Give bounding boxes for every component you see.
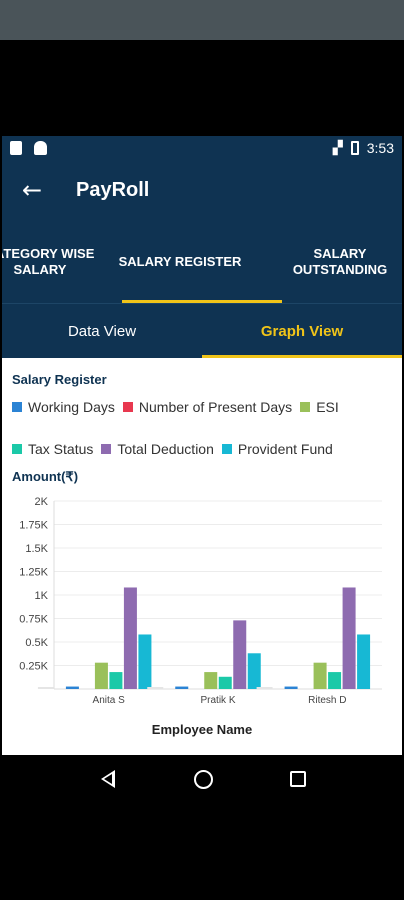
bar	[247, 653, 261, 689]
status-time: 3:53	[366, 140, 394, 156]
legend-swatch	[12, 402, 22, 412]
view-tabs: Data View Graph View	[2, 303, 402, 358]
x-axis-title: Employee Name	[151, 722, 253, 737]
legend-swatch	[12, 444, 22, 454]
legend-item: Number of Present Days	[122, 397, 293, 417]
y-tick-label: 1K	[35, 590, 49, 602]
bar	[175, 686, 189, 689]
view-tab-indicator	[202, 355, 402, 358]
bar-chart: 0.25K 0.5K 0.75K 1K 1.25K 1.5K 1.75K 2K Anita S P…	[19, 496, 382, 706]
tab-graph-view[interactable]: Graph View	[260, 322, 344, 340]
tab-salary-outstanding[interactable]: SALARY OUTSTANDING	[292, 245, 388, 277]
bar	[65, 686, 79, 689]
bar	[94, 662, 108, 689]
legend-label: ESI	[316, 399, 339, 415]
chart-title: Salary Register	[12, 372, 107, 387]
y-tick-label: 2K	[35, 496, 49, 508]
legend-label: Working Days	[28, 399, 115, 415]
signal-icon: ▞	[332, 140, 343, 156]
y-tick-label: 0.75K	[19, 614, 48, 626]
legend-label: Number of Present Days	[138, 399, 293, 415]
tab-salary-register[interactable]: SALARY REGISTER	[118, 253, 242, 269]
x-tick-label: Ritesh D	[308, 695, 346, 706]
bar	[123, 587, 137, 689]
battery-icon	[350, 141, 359, 155]
page-title: PayRoll	[76, 178, 150, 201]
status-bar: ▞ 3:53	[2, 136, 402, 160]
legend-item: ESI	[300, 397, 339, 417]
app-screen: ▞ 3:53 ← PayRoll CATEGORY WISE SALARY SA…	[2, 136, 402, 755]
sd-card-icon	[10, 141, 22, 155]
tab-category-wise-salary[interactable]: CATEGORY WISE SALARY	[2, 245, 95, 277]
legend-item: Tax Status	[12, 439, 93, 459]
nav-back-icon[interactable]	[99, 769, 117, 789]
legend-item: Working Days	[12, 397, 115, 417]
y-axis-title: Amount(₹)	[12, 469, 79, 484]
bar	[313, 662, 327, 689]
bar	[357, 634, 371, 689]
legend-item: Total Deduction	[101, 439, 214, 459]
bar	[342, 587, 356, 689]
bar	[109, 672, 123, 689]
y-tick-label: 0.25K	[19, 661, 48, 673]
legend-swatch	[101, 444, 112, 454]
android-icon	[34, 141, 47, 155]
bar	[328, 672, 342, 689]
y-tick-label: 0.5K	[25, 637, 48, 649]
bar	[204, 672, 218, 689]
nav-home-icon[interactable]	[193, 769, 213, 789]
x-tick-label: Anita S	[93, 695, 126, 706]
tab-indicator	[122, 300, 282, 303]
bar	[218, 676, 232, 689]
y-tick-label: 1.25K	[19, 567, 48, 579]
legend-swatch	[122, 402, 133, 412]
legend-swatch	[300, 402, 311, 412]
y-tick-label: 1.5K	[25, 543, 48, 555]
legend-swatch	[221, 444, 232, 454]
back-arrow-icon[interactable]: ←	[21, 176, 43, 204]
nav-recent-apps-icon[interactable]	[289, 771, 306, 787]
report-tabs: CATEGORY WISE SALARY SALARY REGISTER SAL…	[2, 220, 402, 303]
tab-data-view[interactable]: Data View	[67, 322, 137, 340]
bar	[138, 634, 152, 689]
x-tick-label: Pratik K	[200, 695, 235, 706]
bar	[233, 620, 247, 689]
legend-label: Tax Status	[28, 441, 94, 457]
system-nav-bar	[0, 755, 404, 803]
chart-legend: Working Days Number of Present Days ESI Tax…	[12, 397, 392, 481]
bar	[284, 686, 298, 689]
legend-label: Provident Fund	[237, 441, 333, 457]
app-bar: ← PayRoll	[2, 160, 402, 220]
chart-panel: Salary Register Working Days Number of Pr…	[2, 372, 402, 737]
top-system-area	[0, 0, 404, 40]
legend-label: Total Deduction	[117, 441, 214, 457]
y-tick-label: 1.75K	[19, 520, 48, 532]
legend-item: Provident Fund	[221, 439, 333, 459]
